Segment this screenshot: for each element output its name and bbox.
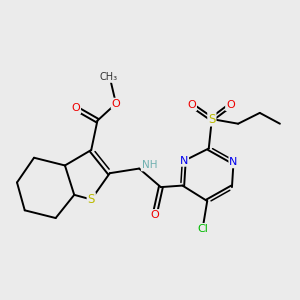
Text: N: N bbox=[180, 156, 188, 166]
Text: N: N bbox=[229, 158, 238, 167]
Text: NH: NH bbox=[142, 160, 157, 170]
Text: S: S bbox=[208, 112, 215, 126]
Text: O: O bbox=[112, 99, 120, 109]
Text: O: O bbox=[226, 100, 235, 110]
Text: O: O bbox=[71, 103, 80, 113]
Text: O: O bbox=[150, 210, 159, 220]
Text: O: O bbox=[188, 100, 196, 110]
Text: CH₃: CH₃ bbox=[99, 72, 117, 82]
Text: S: S bbox=[88, 193, 95, 206]
Text: Cl: Cl bbox=[197, 224, 208, 234]
